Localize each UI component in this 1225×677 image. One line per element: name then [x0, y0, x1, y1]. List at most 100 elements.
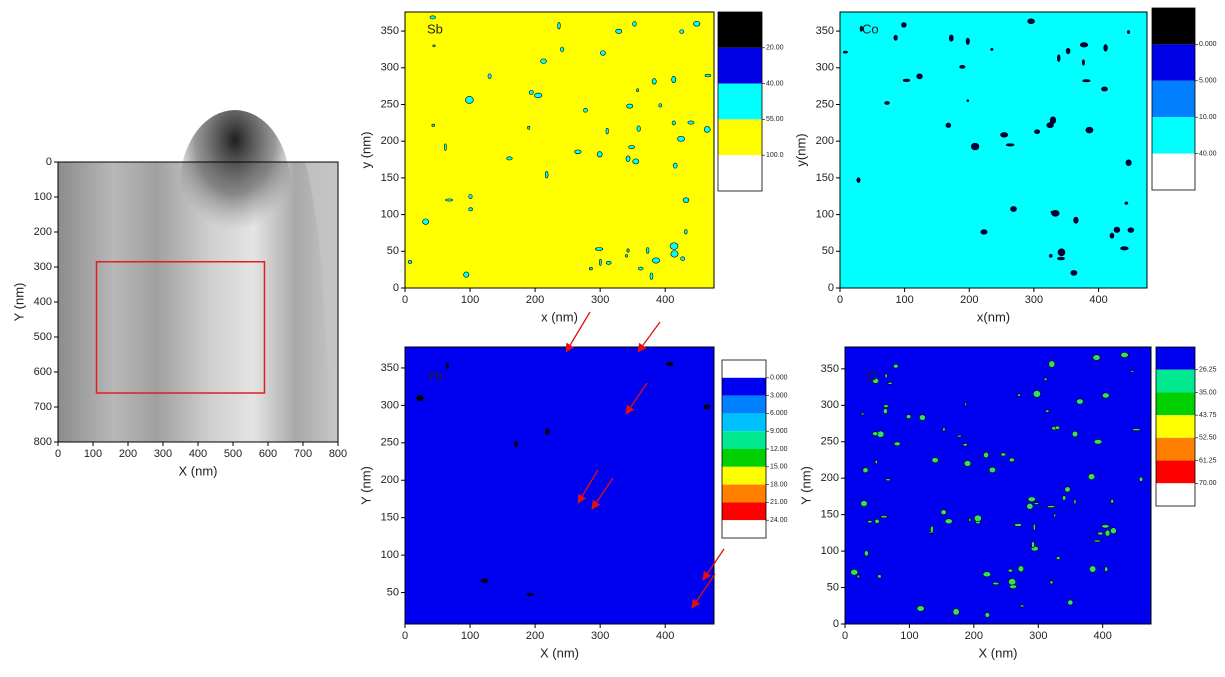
contour-spot [583, 107, 588, 113]
x-tick-label: 0 [842, 630, 848, 642]
contour-spot [988, 466, 996, 474]
contour-spot [1109, 232, 1115, 239]
contour-spot [1101, 392, 1110, 399]
contour-spot [1113, 226, 1121, 233]
contour-spot [1005, 143, 1015, 147]
contour-spot [527, 125, 531, 130]
x-tick-label: 200 [526, 294, 544, 306]
contour-spot [992, 581, 1000, 586]
colorbar-segment [722, 377, 766, 396]
colorbar-label: 43.75 [1199, 412, 1217, 419]
x-tick-label: 300 [591, 294, 609, 306]
contour-spot [1032, 523, 1036, 531]
contour-spot [1057, 256, 1065, 261]
contour-spot [1057, 54, 1061, 62]
contour-spot [625, 254, 628, 258]
contour-spot [679, 29, 685, 34]
colorbar-label: 55.00 [766, 116, 784, 123]
x-tick-label: 400 [656, 630, 674, 642]
contour-spot [885, 478, 891, 482]
contour-spot [1120, 246, 1129, 251]
y-tick-label: 350 [821, 363, 839, 375]
contour-spot [658, 103, 663, 108]
contour-spot [1120, 352, 1129, 359]
contour-spot [487, 73, 492, 79]
x-tick-label: 400 [656, 294, 674, 306]
colorbar-segment [1152, 8, 1195, 45]
contour-spot [671, 76, 677, 84]
colorbar-segment [1152, 117, 1195, 154]
contour-spot [596, 151, 603, 158]
region-of-interest [95, 261, 266, 394]
y-tick-label: 100 [816, 209, 834, 221]
y-tick-label: 0 [393, 282, 399, 294]
y-tick-label: 400 [34, 296, 52, 308]
contour-spot [980, 229, 988, 235]
contour-spot [901, 22, 907, 28]
x-tick-label: 800 [329, 448, 347, 460]
colorbar-segment [722, 502, 766, 521]
x-tick-label: 300 [591, 630, 609, 642]
contour-spot [636, 125, 641, 132]
y-tick-label: 350 [381, 362, 399, 374]
contour-spot [468, 194, 473, 199]
x-tick-label: 0 [55, 448, 61, 460]
contour-spot [445, 198, 454, 202]
colorbar-label: 0.000 [770, 375, 788, 382]
contour-spot [1027, 18, 1035, 25]
x-tick-label: 700 [294, 448, 312, 460]
contour-spot [916, 605, 925, 612]
contour-spot [600, 50, 606, 56]
contour-spot [1007, 568, 1013, 573]
contour-spot [1014, 523, 1023, 527]
y-tick-label: 150 [381, 512, 399, 524]
contour-spot [1132, 428, 1141, 431]
x-tick-label: 100 [900, 630, 918, 642]
contour-spot [429, 15, 436, 20]
colorbar-label: 26.25 [1199, 367, 1217, 374]
colorbar-segment [718, 12, 762, 48]
contour-spot [693, 20, 701, 27]
contour-spot [540, 58, 547, 64]
contour-spot [1062, 495, 1067, 501]
contour-spot [1027, 496, 1036, 503]
contour-spot [416, 394, 424, 402]
contour-spot [506, 156, 513, 161]
contour-spot [942, 427, 946, 432]
contour-spot [666, 361, 674, 366]
contour-spot [1101, 86, 1108, 92]
y-tick-label: 300 [816, 62, 834, 74]
contour-spot [684, 229, 688, 235]
contour-spot [557, 22, 561, 30]
colorbar-segment [722, 466, 766, 485]
contour-spot [599, 258, 602, 266]
contour-spot [1053, 513, 1057, 518]
contour-spot [860, 412, 865, 416]
y-tick-label: 100 [381, 209, 399, 221]
x-axis-label: x (nm) [541, 309, 578, 324]
colorbar-segment [722, 413, 766, 432]
colorbar-segment [1156, 460, 1195, 484]
x-tick-label: 200 [960, 294, 978, 306]
colorbar-segment [722, 520, 766, 538]
x-tick-label: 300 [154, 448, 172, 460]
colorbar-label: 15.00 [770, 464, 788, 471]
plot-frame [404, 11, 715, 289]
contour-spot [874, 459, 878, 465]
contour-spot [1104, 529, 1111, 537]
y-tick-label: 100 [34, 191, 52, 203]
y-axis-label: y (nm) [358, 132, 373, 169]
x-tick-label: 400 [1089, 294, 1107, 306]
contour-spot [1073, 499, 1077, 505]
contour-spot [422, 218, 430, 225]
x-tick-label: 0 [402, 630, 408, 642]
contour-spot [574, 149, 582, 154]
contour-spot [883, 408, 888, 415]
contour-spot [893, 34, 898, 41]
contour-spot [902, 78, 911, 82]
y-tick-label: 300 [381, 399, 399, 411]
contour-spot [432, 44, 436, 48]
colorbar-segment [722, 484, 766, 503]
contour-spot [514, 441, 518, 447]
y-tick-label: 250 [381, 98, 399, 110]
